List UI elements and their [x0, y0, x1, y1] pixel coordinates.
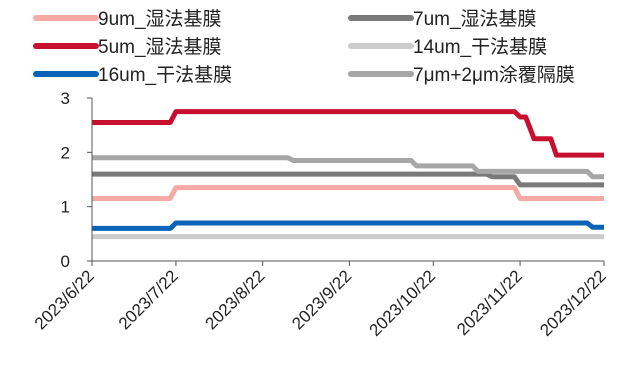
series-line-5	[92, 220, 604, 231]
legend-label: 5um_湿法基膜	[98, 36, 222, 58]
x-tick-label: 2023/11/22	[453, 266, 526, 339]
series-line-2	[92, 171, 604, 188]
legend-label: 7um_湿法基膜	[413, 8, 537, 30]
legend: 9um_湿法基膜 7um_湿法基膜 5um_湿法基膜 14um_干法基膜 16um_干法…	[33, 8, 575, 86]
legend-label: 9um_湿法基膜	[98, 8, 222, 30]
series-line-6	[92, 155, 604, 180]
x-tick-label: 2023/7/22	[115, 266, 182, 333]
legend-label: 7μm+2μm涂覆隔膜	[413, 64, 575, 86]
legend-label: 16um_干法基膜	[98, 64, 232, 86]
x-tick-label: 2023/12/22	[536, 266, 610, 340]
y-axis-ticks: 0 1 2 3	[61, 89, 92, 271]
series-line-3	[92, 109, 604, 158]
legend-label: 14um_干法基膜	[413, 36, 547, 58]
y-tick-label: 2	[61, 143, 70, 162]
y-tick-label: 1	[61, 198, 70, 217]
x-tick-label: 2023/8/22	[202, 266, 269, 333]
x-tick-label: 2023/6/22	[31, 266, 98, 333]
x-tick-label: 2023/10/22	[366, 266, 440, 340]
series-line-1	[92, 185, 604, 201]
plot-area: 0 1 2 3 2023/6/22 2023/7/22 2023/8/22 2023/9/2…	[31, 89, 610, 340]
x-axis-ticks: 2023/6/22 2023/7/22 2023/8/22 2023/9/22 2023…	[31, 261, 610, 340]
series-layer	[92, 109, 604, 240]
y-tick-label: 3	[61, 89, 70, 108]
x-tick-label: 2023/9/22	[288, 266, 355, 333]
y-tick-label: 0	[61, 252, 70, 271]
